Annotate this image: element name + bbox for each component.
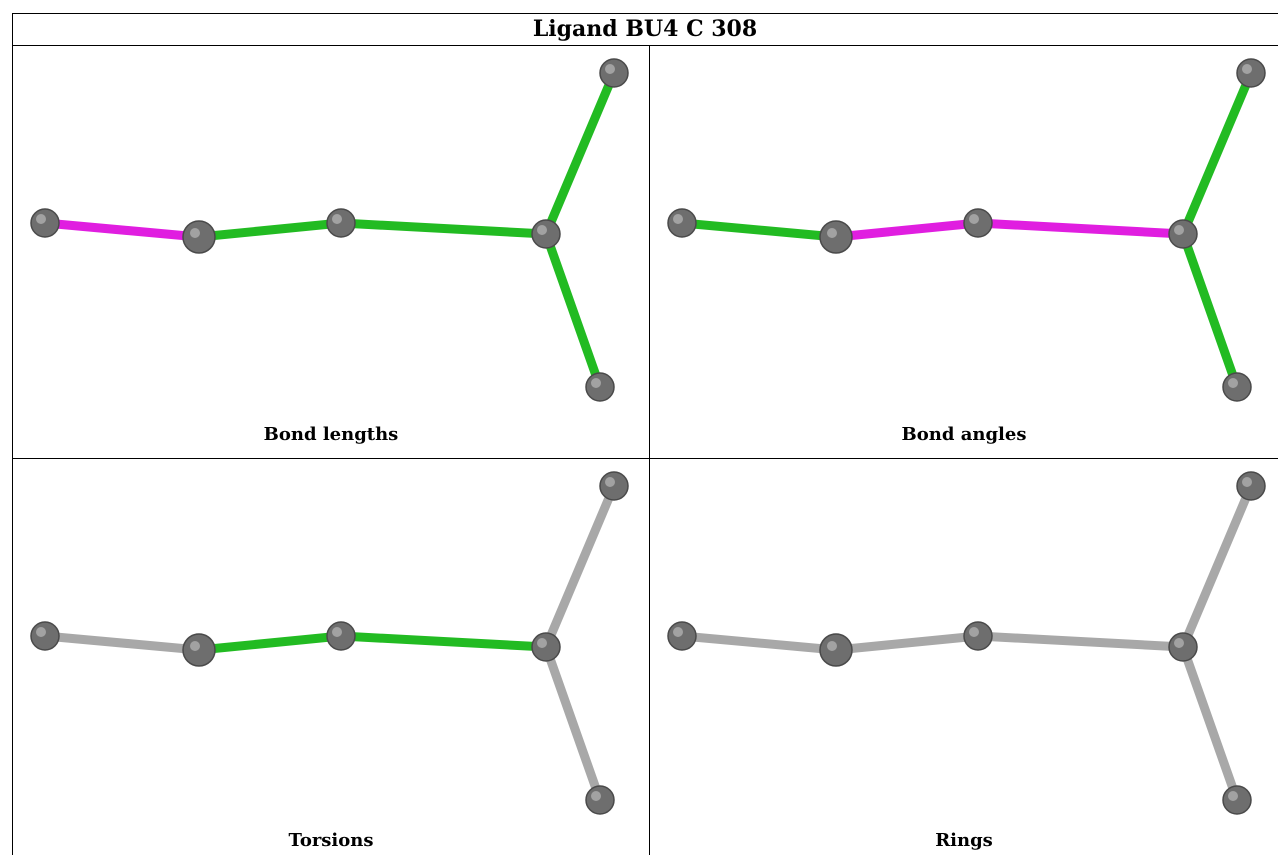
bond-a2-a3: [831, 218, 983, 242]
atom-highlight: [332, 627, 342, 637]
ligand-title: Ligand BU4 C 308: [532, 16, 758, 42]
panel-caption: Rings: [935, 830, 993, 851]
bond-a4-a6: [1178, 229, 1242, 392]
atom-highlight: [605, 64, 615, 74]
atom-highlight: [332, 214, 342, 224]
bond-a3-a4: [973, 218, 1188, 239]
atom-highlight: [1228, 378, 1238, 388]
molecule-view: [667, 471, 1266, 815]
atom-highlight: [1174, 225, 1184, 235]
atom-highlight: [969, 214, 979, 224]
bond-a1-a2: [40, 218, 204, 242]
atom-a2: [819, 220, 853, 254]
atom-a5: [599, 471, 629, 501]
bond-a4-a5: [541, 68, 619, 239]
atom-a3: [326, 208, 356, 238]
atom-a2: [182, 220, 216, 254]
molecule-view: [30, 58, 629, 402]
atom-a6: [585, 372, 615, 402]
bond-a2-a3: [194, 631, 346, 655]
atom-a6: [1222, 372, 1252, 402]
atom-a1: [667, 208, 697, 238]
atom-a1: [30, 621, 60, 651]
atom-a1: [667, 621, 697, 651]
torsions-panel: Torsions: [13, 459, 649, 855]
atom-highlight: [591, 378, 601, 388]
atom-highlight: [1174, 638, 1184, 648]
atom-highlight: [673, 627, 683, 637]
atom-a5: [599, 58, 629, 88]
atom-highlight: [36, 214, 46, 224]
bond-a4-a6: [1178, 642, 1242, 805]
rings-panel: Rings: [650, 459, 1278, 855]
atom-a5: [1236, 58, 1266, 88]
atom-a2: [819, 633, 853, 667]
atom-highlight: [190, 228, 200, 238]
atom-highlight: [1242, 64, 1252, 74]
bond-a2-a3: [831, 631, 983, 655]
atom-a4: [531, 632, 561, 662]
atom-highlight: [537, 638, 547, 648]
atom-a5: [1236, 471, 1266, 501]
atom-highlight: [1228, 791, 1238, 801]
bond-a4-a6: [541, 642, 605, 805]
bond-a3-a4: [336, 218, 551, 239]
atom-a2: [182, 633, 216, 667]
panel-caption: Bond angles: [901, 424, 1027, 445]
bond-a1-a2: [677, 631, 841, 655]
atom-a3: [963, 621, 993, 651]
atom-a6: [1222, 785, 1252, 815]
bond-angles-panel: Bond angles: [650, 46, 1278, 458]
atom-highlight: [1242, 477, 1252, 487]
atom-highlight: [591, 791, 601, 801]
atom-highlight: [969, 627, 979, 637]
bond-lengths-panel: Bond lengths: [13, 46, 649, 458]
atom-highlight: [537, 225, 547, 235]
bond-a2-a3: [194, 218, 346, 242]
molecule-view: [30, 471, 629, 815]
bond-a1-a2: [677, 218, 841, 242]
bond-a4-a6: [541, 229, 605, 392]
bond-a4-a5: [1178, 481, 1256, 652]
atom-a1: [30, 208, 60, 238]
atom-highlight: [827, 228, 837, 238]
atom-a4: [1168, 219, 1198, 249]
panel-caption: Torsions: [288, 830, 374, 851]
atom-highlight: [36, 627, 46, 637]
atom-highlight: [673, 214, 683, 224]
atom-highlight: [190, 641, 200, 651]
atom-highlight: [605, 477, 615, 487]
bond-a4-a5: [1178, 68, 1256, 239]
atom-a6: [585, 785, 615, 815]
atom-a4: [1168, 632, 1198, 662]
atom-highlight: [827, 641, 837, 651]
panel-caption: Bond lengths: [263, 424, 399, 445]
atom-a4: [531, 219, 561, 249]
atom-a3: [326, 621, 356, 651]
bond-a1-a2: [40, 631, 204, 655]
bond-a4-a5: [541, 481, 619, 652]
atom-a3: [963, 208, 993, 238]
molecule-view: [667, 58, 1266, 402]
bond-a3-a4: [973, 631, 1188, 652]
bond-a3-a4: [336, 631, 551, 652]
